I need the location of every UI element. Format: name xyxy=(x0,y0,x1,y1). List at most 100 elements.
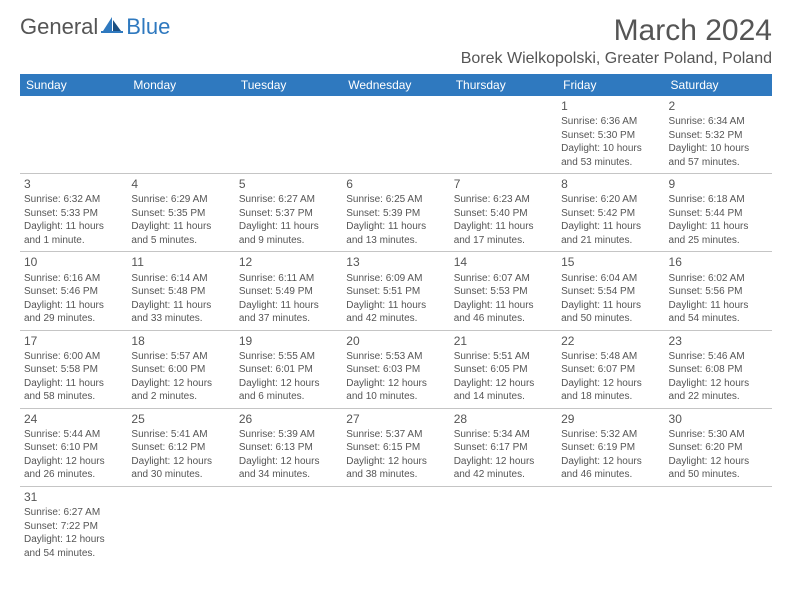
calendar-week-row: 17Sunrise: 6:00 AMSunset: 5:58 PMDayligh… xyxy=(20,330,772,408)
weekday-header: Friday xyxy=(557,74,664,96)
calendar-day-cell xyxy=(557,486,664,564)
sunset-line: Sunset: 5:42 PM xyxy=(561,207,660,221)
sunrise-line: Sunrise: 6:16 AM xyxy=(24,272,123,286)
sunset-line: Sunset: 6:15 PM xyxy=(346,441,445,455)
calendar-day-cell: 5Sunrise: 6:27 AMSunset: 5:37 PMDaylight… xyxy=(235,174,342,252)
daylight-line: Daylight: 11 hours xyxy=(346,299,445,313)
daylight-line: and 53 minutes. xyxy=(561,156,660,170)
daylight-line: and 46 minutes. xyxy=(561,468,660,482)
daylight-line: and 29 minutes. xyxy=(24,312,123,326)
daylight-line: Daylight: 11 hours xyxy=(131,220,230,234)
day-number: 4 xyxy=(131,176,230,192)
sunrise-line: Sunrise: 5:37 AM xyxy=(346,428,445,442)
weekday-header: Monday xyxy=(127,74,234,96)
calendar-day-cell xyxy=(235,486,342,564)
calendar-day-cell xyxy=(20,96,127,174)
day-number: 10 xyxy=(24,254,123,270)
day-number: 14 xyxy=(454,254,553,270)
sunset-line: Sunset: 6:12 PM xyxy=(131,441,230,455)
day-number: 25 xyxy=(131,411,230,427)
sunset-line: Sunset: 6:01 PM xyxy=(239,363,338,377)
calendar-day-cell: 19Sunrise: 5:55 AMSunset: 6:01 PMDayligh… xyxy=(235,330,342,408)
calendar-day-cell: 23Sunrise: 5:46 AMSunset: 6:08 PMDayligh… xyxy=(665,330,772,408)
day-number: 1 xyxy=(561,98,660,114)
day-number: 11 xyxy=(131,254,230,270)
weekday-header: Thursday xyxy=(450,74,557,96)
calendar-day-cell: 17Sunrise: 6:00 AMSunset: 5:58 PMDayligh… xyxy=(20,330,127,408)
calendar-day-cell: 24Sunrise: 5:44 AMSunset: 6:10 PMDayligh… xyxy=(20,408,127,486)
day-number: 9 xyxy=(669,176,768,192)
day-number: 31 xyxy=(24,489,123,505)
daylight-line: Daylight: 11 hours xyxy=(561,299,660,313)
sunset-line: Sunset: 6:10 PM xyxy=(24,441,123,455)
day-number: 8 xyxy=(561,176,660,192)
sunset-line: Sunset: 5:37 PM xyxy=(239,207,338,221)
daylight-line: and 21 minutes. xyxy=(561,234,660,248)
calendar-body: 1Sunrise: 6:36 AMSunset: 5:30 PM Daylight… xyxy=(20,96,772,564)
calendar-day-cell xyxy=(450,486,557,564)
daylight-line: and 54 minutes. xyxy=(24,547,123,561)
daylight-line: Daylight: 12 hours xyxy=(346,377,445,391)
daylight-line: Daylight: 11 hours xyxy=(24,377,123,391)
sunset-line: Sunset: 5:44 PM xyxy=(669,207,768,221)
logo: General Blue xyxy=(20,14,170,40)
daylight-line: and 50 minutes. xyxy=(669,468,768,482)
daylight-line: and 37 minutes. xyxy=(239,312,338,326)
day-number: 7 xyxy=(454,176,553,192)
daylight-line: Daylight: 12 hours xyxy=(239,377,338,391)
sunset-line: Sunset: 5:54 PM xyxy=(561,285,660,299)
daylight-line: and 14 minutes. xyxy=(454,390,553,404)
sunset-line: Sunset: 5:30 PM xyxy=(561,129,660,143)
calendar-day-cell: 14Sunrise: 6:07 AMSunset: 5:53 PMDayligh… xyxy=(450,252,557,330)
daylight-line: and 33 minutes. xyxy=(131,312,230,326)
sunset-line: Sunset: 6:17 PM xyxy=(454,441,553,455)
daylight-line: and 13 minutes. xyxy=(346,234,445,248)
calendar-week-row: 24Sunrise: 5:44 AMSunset: 6:10 PMDayligh… xyxy=(20,408,772,486)
daylight-line: and 42 minutes. xyxy=(454,468,553,482)
calendar-day-cell: 4Sunrise: 6:29 AMSunset: 5:35 PMDaylight… xyxy=(127,174,234,252)
sunrise-line: Sunrise: 6:29 AM xyxy=(131,193,230,207)
sunrise-line: Sunrise: 5:51 AM xyxy=(454,350,553,364)
daylight-line: and 30 minutes. xyxy=(131,468,230,482)
daylight-line: and 2 minutes. xyxy=(131,390,230,404)
daylight-line: and 34 minutes. xyxy=(239,468,338,482)
daylight-line: and 38 minutes. xyxy=(346,468,445,482)
sunset-line: Sunset: 6:05 PM xyxy=(454,363,553,377)
calendar-day-cell: 26Sunrise: 5:39 AMSunset: 6:13 PMDayligh… xyxy=(235,408,342,486)
calendar-day-cell: 21Sunrise: 5:51 AMSunset: 6:05 PMDayligh… xyxy=(450,330,557,408)
daylight-line: Daylight: 10 hours xyxy=(669,142,768,156)
daylight-line: Daylight: 11 hours xyxy=(561,220,660,234)
sunrise-line: Sunrise: 5:46 AM xyxy=(669,350,768,364)
calendar-day-cell: 11Sunrise: 6:14 AMSunset: 5:48 PMDayligh… xyxy=(127,252,234,330)
day-number: 16 xyxy=(669,254,768,270)
daylight-line: and 10 minutes. xyxy=(346,390,445,404)
calendar-day-cell: 31Sunrise: 6:27 AMSunset: 7:22 PMDayligh… xyxy=(20,486,127,564)
weekday-header: Saturday xyxy=(665,74,772,96)
daylight-line: and 25 minutes. xyxy=(669,234,768,248)
sunrise-line: Sunrise: 6:18 AM xyxy=(669,193,768,207)
daylight-line: and 57 minutes. xyxy=(669,156,768,170)
sunset-line: Sunset: 5:39 PM xyxy=(346,207,445,221)
calendar-day-cell: 7Sunrise: 6:23 AMSunset: 5:40 PMDaylight… xyxy=(450,174,557,252)
month-title: March 2024 xyxy=(461,14,772,48)
daylight-line: Daylight: 12 hours xyxy=(239,455,338,469)
sunrise-line: Sunrise: 6:27 AM xyxy=(239,193,338,207)
sunrise-line: Sunrise: 6:23 AM xyxy=(454,193,553,207)
title-block: March 2024 Borek Wielkopolski, Greater P… xyxy=(461,14,772,68)
daylight-line: and 22 minutes. xyxy=(669,390,768,404)
daylight-line: and 18 minutes. xyxy=(561,390,660,404)
calendar-day-cell: 29Sunrise: 5:32 AMSunset: 6:19 PMDayligh… xyxy=(557,408,664,486)
sunset-line: Sunset: 6:07 PM xyxy=(561,363,660,377)
calendar-day-cell: 30Sunrise: 5:30 AMSunset: 6:20 PMDayligh… xyxy=(665,408,772,486)
calendar-day-cell xyxy=(127,486,234,564)
daylight-line: Daylight: 12 hours xyxy=(346,455,445,469)
day-number: 6 xyxy=(346,176,445,192)
calendar-day-cell: 22Sunrise: 5:48 AMSunset: 6:07 PMDayligh… xyxy=(557,330,664,408)
sunrise-line: Sunrise: 6:36 AM xyxy=(561,115,660,129)
sunset-line: Sunset: 5:51 PM xyxy=(346,285,445,299)
calendar-day-cell: 18Sunrise: 5:57 AMSunset: 6:00 PMDayligh… xyxy=(127,330,234,408)
day-number: 19 xyxy=(239,333,338,349)
day-number: 24 xyxy=(24,411,123,427)
sunset-line: Sunset: 5:53 PM xyxy=(454,285,553,299)
daylight-line: Daylight: 12 hours xyxy=(24,455,123,469)
